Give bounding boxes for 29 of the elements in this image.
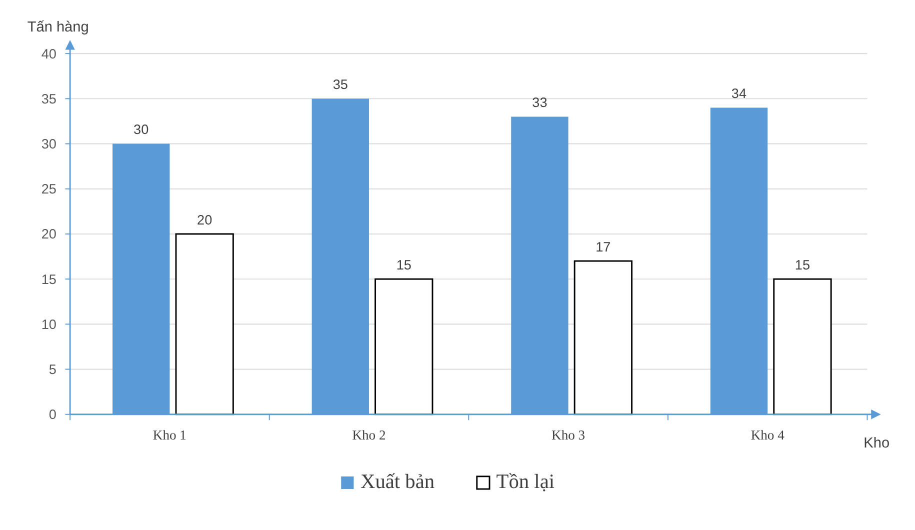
- data-label: 15: [396, 257, 412, 272]
- data-label: 35: [332, 76, 348, 92]
- y-tick-label: 15: [41, 272, 56, 287]
- bar: [374, 278, 434, 416]
- y-tick-label: 25: [41, 182, 56, 197]
- data-label: 33: [532, 95, 548, 110]
- x-tick-label: Kho 1: [152, 428, 186, 443]
- x-axis-title: Kho: [864, 435, 890, 452]
- data-label: 20: [197, 212, 213, 228]
- y-tick-label: 30: [41, 136, 57, 152]
- x-tick-label: Kho 2: [352, 428, 386, 443]
- y-tick-label: 40: [41, 46, 57, 62]
- data-label: 34: [731, 86, 747, 101]
- y-tick-label: 20: [41, 226, 57, 242]
- bar: [574, 260, 633, 416]
- y-tick-label: 10: [41, 316, 57, 332]
- y-tick-label: 5: [48, 362, 56, 378]
- y-tick-label: 35: [41, 91, 56, 106]
- y-axis-title: Tấn hàng: [27, 19, 89, 36]
- y-tick-label: 0: [48, 407, 57, 422]
- data-label: 17: [596, 239, 611, 254]
- bar: [175, 233, 234, 416]
- data-label: 30: [134, 122, 150, 138]
- data-label: 15: [794, 257, 810, 272]
- legend-label: Xuất bản: [360, 471, 435, 494]
- x-tick-label: Kho 4: [750, 428, 785, 443]
- x-tick-label: Kho 3: [552, 428, 586, 443]
- bar: [773, 278, 832, 416]
- legend-label: Tồn lại: [496, 471, 555, 494]
